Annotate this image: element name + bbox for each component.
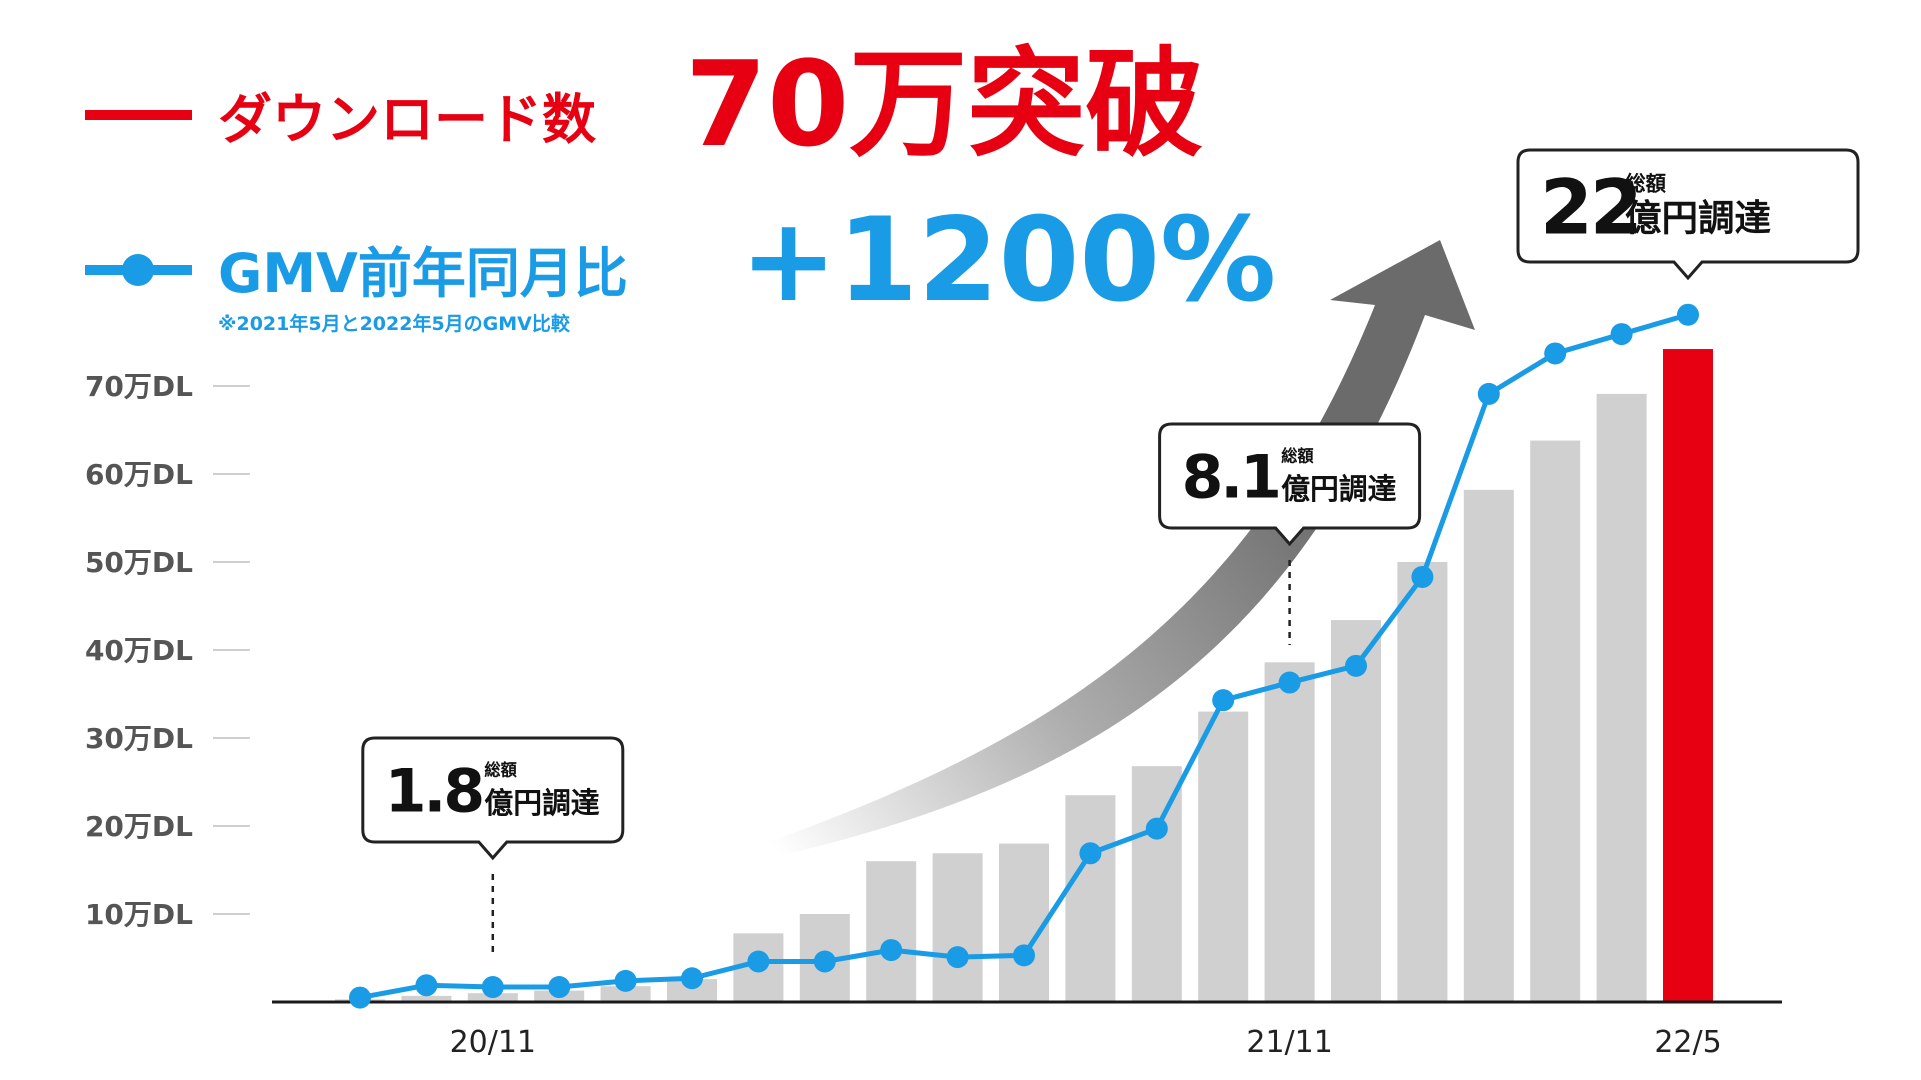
gmv-point (548, 976, 571, 999)
gmv-point (1544, 342, 1567, 365)
bar (1530, 440, 1581, 1002)
gmv-point (1677, 303, 1699, 326)
y-tick-label: 60万DL (85, 458, 193, 491)
gmv-point (481, 976, 504, 999)
y-tick-label: 50万DL (85, 546, 193, 579)
gmv-point (1079, 842, 1102, 865)
x-tick-label: 21/11 (1246, 1025, 1332, 1060)
bar-highlight (1663, 349, 1713, 1002)
bar (401, 995, 452, 1002)
bar-series (335, 349, 1713, 1003)
bar (866, 861, 917, 1002)
y-tick-label: 30万DL (85, 722, 193, 755)
gmv-point (1610, 323, 1633, 346)
callout-bubble (1158, 422, 1422, 547)
gmv-point (1212, 689, 1235, 712)
gmv-legend-label: GMV前年同月比 (218, 242, 628, 305)
bar (1264, 662, 1315, 1002)
callout-unit: 億円調達 (484, 786, 599, 820)
callout-small-label: 総額 (484, 760, 516, 779)
bar (1131, 766, 1182, 1002)
gmv-point (614, 969, 637, 992)
x-tick-label: 20/11 (450, 1025, 536, 1060)
bar (999, 843, 1049, 1002)
gmv-point (349, 986, 371, 1009)
gmv-point (946, 946, 969, 969)
callout-small-label: 総額 (1625, 171, 1667, 195)
growth-arrow (760, 240, 1475, 860)
gmv-line-series (349, 303, 1699, 1009)
gmv-point (1145, 817, 1168, 840)
bar (1397, 562, 1448, 1002)
x-axis: 20/11 21/11 22/5 (450, 1025, 1722, 1060)
callout-small-label: 総額 (1281, 446, 1313, 465)
callout-amount: 22 (1540, 162, 1640, 251)
y-tick-label: 20万DL (85, 810, 193, 843)
gmv-legend-swatch-dot (122, 254, 154, 286)
x-tick-label: 22/5 (1654, 1025, 1721, 1060)
gmv-headline: +1200% (740, 193, 1276, 328)
callout-amount: 8.1 (1182, 443, 1279, 513)
gmv-point (1278, 671, 1301, 694)
y-tick-label: 70万DL (85, 370, 193, 403)
y-axis: 10万DL 20万DL 30万DL 40万DL 50万DL 60万DL 70万DL (85, 370, 250, 931)
bar (1198, 711, 1249, 1002)
callout-unit: 億円調達 (1281, 472, 1396, 506)
callout-bubble (361, 736, 625, 861)
bar (667, 979, 717, 1002)
bar (1463, 489, 1514, 1003)
callout-unit: 億円調達 (1625, 197, 1771, 240)
downloads-legend-label: ダウンロード数 (218, 88, 596, 151)
gmv-point (1477, 382, 1500, 405)
gmv-point (1345, 654, 1367, 677)
callout-bubble (1516, 148, 1860, 281)
bar (1596, 393, 1647, 1002)
gmv-footnote: ※2021年5月と2022年5月のGMV比較 (218, 312, 571, 335)
bar (1331, 620, 1381, 1002)
y-tick-label: 40万DL (85, 634, 193, 667)
downloads-headline: 70万突破 (685, 35, 1203, 173)
gmv-point (747, 950, 770, 973)
bar (932, 853, 983, 1002)
gmv-point (1411, 565, 1434, 588)
y-tick-label: 10万DL (85, 898, 193, 931)
gmv-point (1013, 944, 1035, 967)
gmv-point (415, 974, 438, 997)
gmv-point (681, 967, 703, 990)
gmv-point (813, 950, 836, 973)
bar (600, 986, 651, 1002)
gmv-point (880, 939, 903, 962)
bar (1065, 795, 1116, 1002)
callout-amount: 1.8 (385, 757, 483, 827)
